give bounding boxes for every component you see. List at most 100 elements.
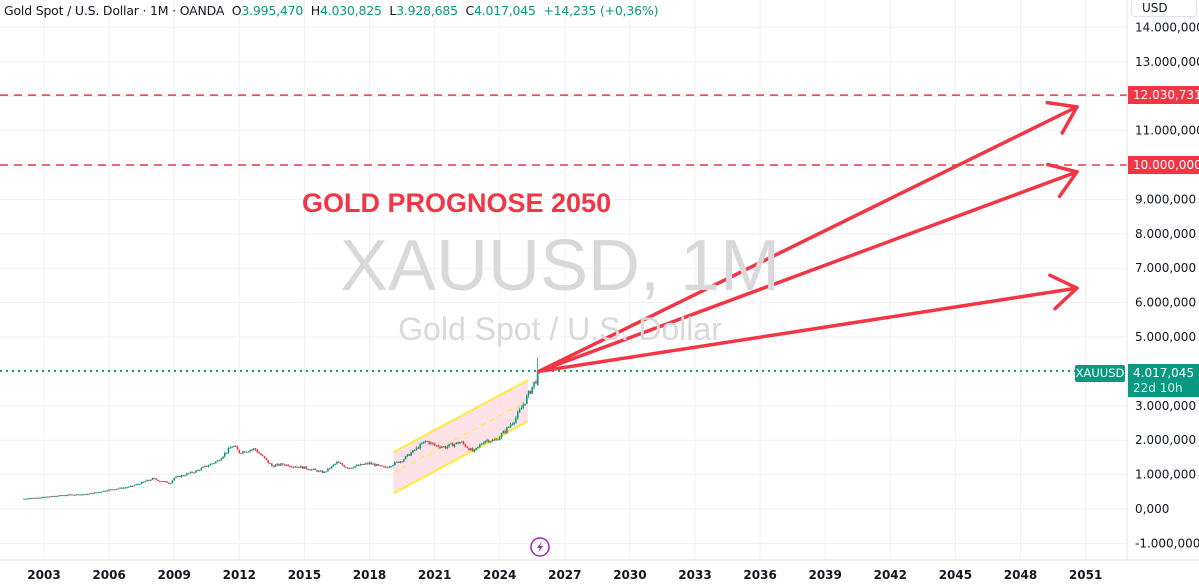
candle-body [119, 487, 121, 489]
candle-body [25, 498, 27, 500]
candle-body [395, 461, 398, 463]
candle-body [332, 464, 335, 467]
candle-body [327, 468, 329, 472]
symbol-legend[interactable]: Gold Spot / U.S. Dollar · 1M · OANDA O3.… [4, 3, 658, 18]
candle-body [424, 440, 427, 442]
candle-body [489, 441, 492, 443]
candle-body [309, 469, 311, 471]
annotation-title[interactable]: GOLD PROGNOSE 2050 [302, 188, 611, 218]
candle-body [243, 451, 246, 453]
candle-body [421, 443, 423, 445]
time-tick-label: 2033 [678, 568, 711, 582]
candle-body [535, 381, 537, 384]
arrow-head-icon [1057, 170, 1079, 199]
candle-body [518, 409, 521, 413]
low-label: L [389, 3, 397, 18]
candle-body [374, 463, 376, 466]
candle-body [75, 494, 78, 496]
candle-body [151, 477, 154, 480]
candle-body [26, 498, 29, 500]
candle-body [251, 449, 253, 451]
candle-body [45, 496, 47, 498]
candle-body [453, 444, 456, 447]
candle-body [178, 476, 181, 478]
candle-body [305, 466, 308, 469]
candle-body [236, 446, 239, 450]
candle-body [139, 484, 141, 486]
candle-body [157, 479, 159, 481]
time-tick-label: 2048 [1004, 568, 1037, 582]
arrow-head-icon [1060, 105, 1079, 135]
arrow-head-icon [1053, 286, 1079, 311]
horizontal-lines[interactable] [0, 94, 1127, 372]
candle-body [365, 463, 367, 465]
price-tick-label: 0,000 [1135, 502, 1169, 516]
candle-body [242, 451, 244, 454]
current-price-label[interactable]: 4.017,045 22d 10h [1128, 364, 1199, 397]
candle-body [319, 470, 322, 472]
candle-body [111, 489, 114, 491]
time-tick-label: 2027 [548, 568, 581, 582]
channel-fill [393, 380, 528, 494]
candle-body [39, 497, 42, 499]
time-tick-label: 2045 [939, 568, 972, 582]
candle-body [108, 489, 110, 491]
candle-body [272, 466, 275, 468]
watermark-description: Gold Spot / U.S. Dollar [398, 311, 722, 347]
candle-body [43, 496, 45, 498]
target-high-price-label[interactable]: 12.030,731 [1128, 86, 1199, 104]
candle-body [227, 448, 230, 453]
candle-body [316, 470, 318, 472]
candle-body [388, 466, 391, 468]
candle-body [348, 467, 351, 469]
candle-body [363, 463, 365, 465]
candle-body [140, 481, 143, 485]
candle-body [115, 488, 118, 490]
candle-body [234, 446, 237, 448]
candle-body [173, 478, 175, 481]
candle-body [493, 439, 496, 441]
lightning-icon[interactable] [530, 537, 550, 557]
candle-body [289, 466, 291, 468]
candle-body [218, 460, 221, 462]
candle-body [509, 424, 512, 427]
candle-body [102, 490, 105, 492]
candle-body [464, 444, 467, 447]
candle-body [126, 487, 128, 489]
candle-body [73, 494, 76, 496]
candle-body [457, 442, 459, 444]
candle-body [184, 475, 186, 477]
candle-body [301, 466, 304, 469]
candle-body [211, 463, 213, 465]
candle-body [281, 463, 284, 465]
candle-body [441, 446, 443, 448]
candle-body [46, 496, 49, 498]
price-axis[interactable]: 14.000,000 13.000,000 11.000,000 9.000,000 8… [1135, 20, 1199, 550]
candle-body [120, 487, 123, 489]
candle-body [299, 466, 302, 468]
target-low-price-label[interactable]: 10.000,000 [1128, 156, 1199, 174]
candle-body [88, 493, 91, 495]
candle-body [269, 463, 271, 465]
candle-body [471, 448, 474, 452]
candle-body [101, 491, 103, 493]
candle-body [442, 446, 445, 448]
price-tick-label: 1.000,000 [1135, 468, 1196, 482]
candle-body [61, 495, 63, 497]
forecast-arrows[interactable] [537, 100, 1079, 374]
candle-body [260, 453, 262, 456]
candle-body [180, 475, 183, 478]
parallel-channel[interactable] [392, 379, 529, 495]
candle-body [254, 448, 257, 450]
candle-body [175, 476, 177, 479]
arrow-head-icon [1045, 100, 1079, 109]
candle-body [97, 491, 100, 493]
candle-body [162, 481, 165, 483]
candle-body [377, 464, 380, 466]
currency-button[interactable]: USD [1131, 0, 1197, 17]
candle-body [484, 440, 487, 444]
candle-body [113, 489, 116, 491]
candle-body [507, 426, 510, 428]
time-axis[interactable]: 2003 2006 2009 2012 2015 2018 2021 2024 2027 2030… [27, 568, 1102, 582]
